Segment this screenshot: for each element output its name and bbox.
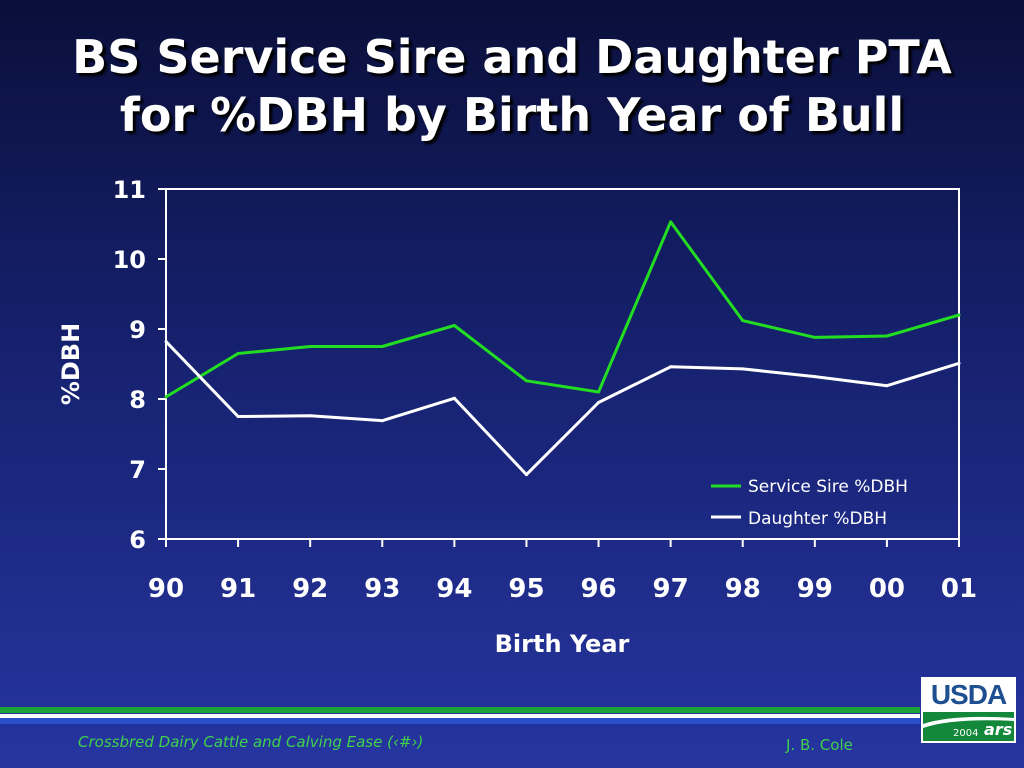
footer-author: J. B. Cole <box>786 736 853 754</box>
service-sire-line-point <box>164 395 168 399</box>
footer-presentation-title: Crossbred Dairy Cattle and Calving Ease … <box>78 733 424 751</box>
service-sire-line-point <box>597 390 601 394</box>
service-sire-line-point <box>380 345 384 348</box>
x-tick-label: 01 <box>941 574 977 604</box>
x-tick-label: 00 <box>869 574 905 604</box>
service-sire-line-point <box>524 379 528 383</box>
daughter-line-point <box>669 365 673 369</box>
daughter-line-point <box>164 340 168 344</box>
daughter-line-point <box>813 375 817 379</box>
usda-logo-text: USDA <box>930 679 1007 710</box>
x-tick-label: 90 <box>148 574 184 604</box>
x-tick-label: 95 <box>508 574 544 604</box>
y-axis-label: %DBH <box>57 323 85 405</box>
x-tick-label: 94 <box>436 574 472 604</box>
x-tick-label: 92 <box>292 574 328 604</box>
daughter-line-point <box>236 415 240 418</box>
line-chart: 6 7 8 9 10 11 90 91 92 93 94 95 96 97 98 99 00 01 %DBH B… <box>57 176 977 658</box>
usda-logo-swoosh-icon <box>923 716 1014 728</box>
y-tick-label: 8 <box>129 386 146 414</box>
usda-logo-year: 2004 <box>953 728 979 739</box>
x-tick-label: 91 <box>220 574 256 604</box>
y-tick-label: 7 <box>129 456 146 484</box>
usda-logo: USDA 2004 ars <box>921 677 1016 743</box>
service-sire-line-point <box>452 324 456 327</box>
daughter-line-point <box>380 419 384 423</box>
title-line-2: for %DBH by Birth Year of Bull <box>119 88 905 142</box>
service-sire-line <box>165 220 960 399</box>
x-tick-label: 99 <box>797 574 833 604</box>
footer-blue-rule <box>0 718 920 724</box>
x-axis: 90 91 92 93 94 95 96 97 98 99 00 01 <box>148 539 977 604</box>
y-tick-label: 6 <box>129 526 146 554</box>
legend-label-service-sire: Service Sire %DBH <box>748 477 908 497</box>
title-line-1: BS Service Sire and Daughter PTA <box>72 30 952 84</box>
service-sire-line-point <box>957 313 961 317</box>
footer-green-rule <box>0 707 920 713</box>
legend-label-daughter: Daughter %DBH <box>748 509 887 529</box>
y-tick-label: 10 <box>113 246 146 274</box>
service-sire-line-point <box>813 335 817 339</box>
usda-logo-green-field: 2004 ars <box>923 712 1014 741</box>
x-axis-label: Birth Year <box>495 630 630 658</box>
y-tick-label: 9 <box>129 316 146 344</box>
y-axis: 6 7 8 9 10 11 <box>113 176 166 554</box>
x-tick-label: 98 <box>725 574 761 604</box>
service-sire-line-point <box>308 345 312 348</box>
legend: Service Sire %DBH Daughter %DBH <box>711 477 908 529</box>
footer-white-rule <box>0 714 920 718</box>
service-sire-line-point <box>236 352 240 355</box>
daughter-line-point <box>957 361 961 365</box>
daughter-line-point <box>885 384 889 388</box>
daughter-line-point <box>524 473 528 477</box>
service-sire-line-point <box>669 220 673 224</box>
x-tick-label: 93 <box>364 574 400 604</box>
daughter-line <box>164 340 960 477</box>
daughter-line-point <box>452 396 456 400</box>
slide-title: BS Service Sire and Daughter PTA for %DB… <box>0 28 1024 144</box>
service-sire-line-point <box>885 334 889 338</box>
series-group <box>164 220 961 477</box>
x-tick-label: 96 <box>580 574 616 604</box>
ars-logo-icon: ars <box>984 720 1013 739</box>
y-tick-label: 11 <box>113 176 146 204</box>
service-sire-line-point <box>741 319 745 323</box>
daughter-line-point <box>597 401 601 404</box>
daughter-line-point <box>741 367 745 371</box>
daughter-line-point <box>308 414 312 418</box>
x-tick-label: 97 <box>653 574 689 604</box>
